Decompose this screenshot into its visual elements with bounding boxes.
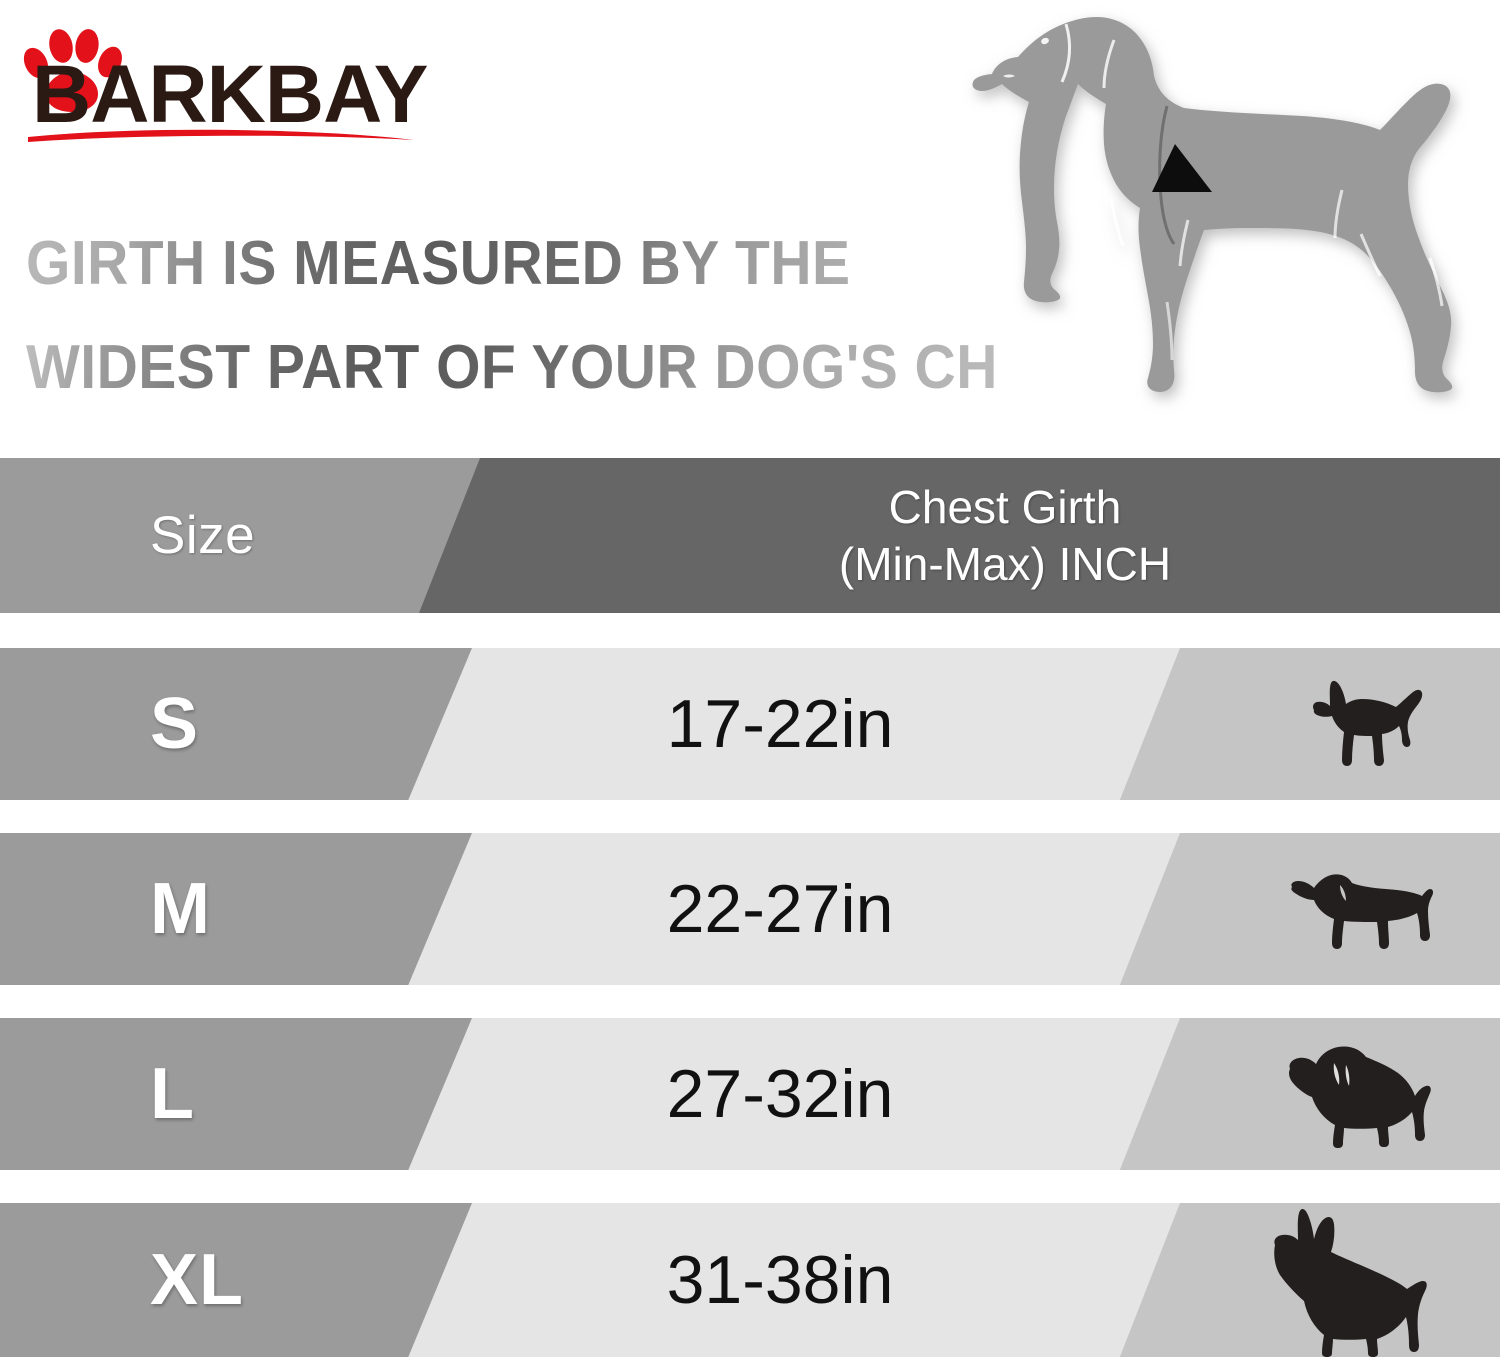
table-row: L 27-32in bbox=[0, 1018, 1500, 1170]
table-header-row: Size Chest Girth (Min-Max) INCH bbox=[0, 458, 1500, 613]
row-size-cell-bg bbox=[0, 1018, 472, 1170]
header-girth-cell-bg bbox=[412, 458, 1500, 613]
table-row: M 22-27in bbox=[0, 833, 1500, 985]
headline-line-1: GIRTH IS MEASURED BY THE bbox=[26, 212, 1001, 316]
row-size-cell-bg bbox=[0, 648, 472, 800]
logo-swoosh bbox=[28, 129, 414, 142]
headline: GIRTH IS MEASURED BY THE WIDEST PART OF … bbox=[26, 212, 1120, 420]
header-girth-line-1: Chest Girth bbox=[888, 480, 1122, 533]
chest-girth-line bbox=[1158, 105, 1176, 245]
row-measure-cell-bg bbox=[344, 648, 1180, 800]
great-dane-silhouette-icon bbox=[1267, 1203, 1442, 1357]
paw-print-icon bbox=[23, 29, 122, 112]
row-girth-value: 27-32in bbox=[666, 1056, 894, 1132]
row-size-cell-bg bbox=[0, 833, 472, 985]
mastiff-silhouette-icon bbox=[1282, 1018, 1442, 1170]
header-size-label: Size bbox=[150, 506, 256, 565]
pointer-dog-side-silhouette-icon bbox=[972, 16, 1453, 393]
dachshund-silhouette-icon bbox=[1282, 833, 1442, 985]
row-girth-value: 17-22in bbox=[666, 686, 894, 762]
row-measure-cell-bg bbox=[344, 1018, 1180, 1170]
hero-dog-illustration bbox=[962, 2, 1500, 427]
row-measure-cell-bg bbox=[344, 1203, 1180, 1357]
brand-logo: BARKBAY bbox=[14, 18, 434, 158]
row-size-label: S bbox=[150, 684, 200, 764]
up-triangle-arrow-icon bbox=[1152, 144, 1212, 192]
table-row: S 17-22in bbox=[0, 648, 1500, 800]
row-size-label: XL bbox=[150, 1240, 245, 1320]
logo-wordmark: BARKBAY bbox=[32, 49, 428, 140]
chihuahua-silhouette-icon bbox=[1292, 648, 1442, 800]
row-size-label: L bbox=[150, 1054, 195, 1134]
headline-line-2: WIDEST PART OF YOUR DOG'S CHEST. bbox=[26, 316, 1120, 420]
row-size-cell-bg bbox=[0, 1203, 472, 1357]
table-row: XL 31-38in bbox=[0, 1203, 1500, 1357]
header-size-cell-bg bbox=[0, 458, 480, 613]
row-girth-value: 22-27in bbox=[666, 871, 894, 947]
row-girth-value: 31-38in bbox=[666, 1242, 894, 1318]
row-size-label: M bbox=[150, 869, 211, 949]
row-measure-cell-bg bbox=[344, 833, 1180, 985]
header-girth-line-2: (Min-Max) INCH bbox=[838, 537, 1172, 590]
header-girth-label: Chest Girth (Min-Max) INCH bbox=[745, 458, 1265, 613]
